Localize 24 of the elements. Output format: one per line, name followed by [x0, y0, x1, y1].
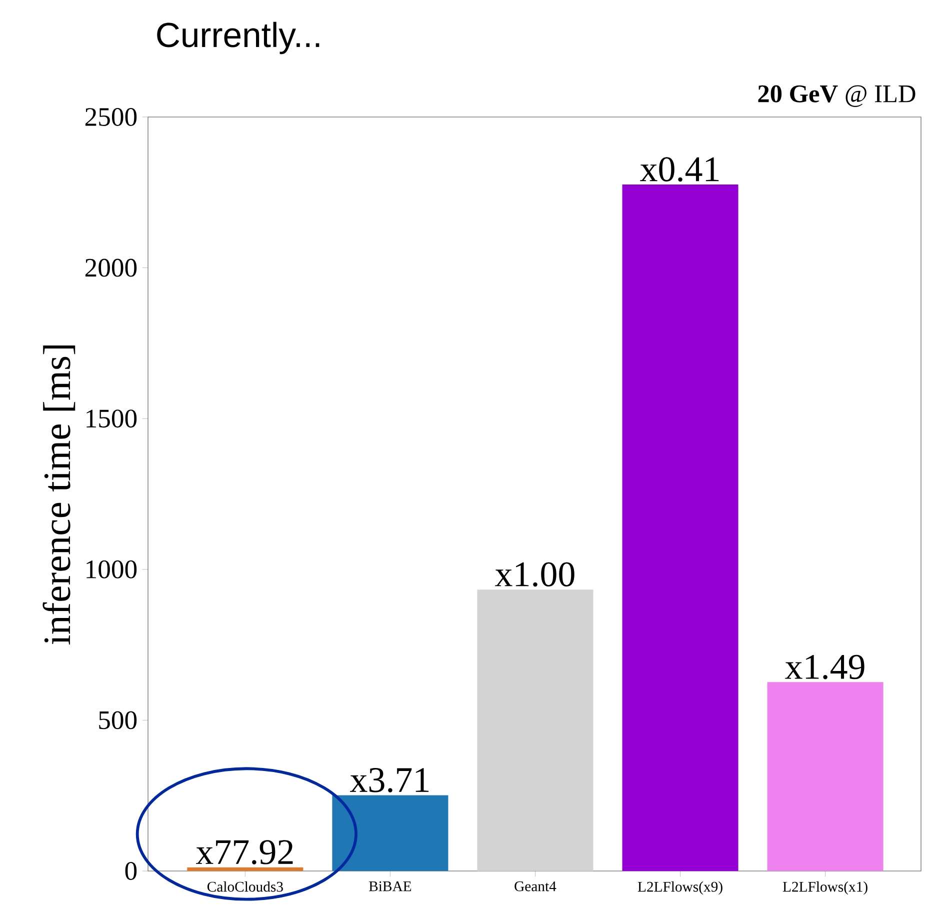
- x-tick-label: Geant4: [514, 881, 556, 892]
- bar: [622, 184, 738, 871]
- text: Currently...: [157, 22, 320, 54]
- x-tick-label: L2LFlows(x1): [782, 881, 868, 895]
- bar: [332, 795, 448, 871]
- data-label: x3.71: [350, 768, 429, 792]
- bar: [477, 590, 594, 871]
- x-tick-label: BiBAE: [369, 881, 412, 892]
- y-axis-title: inference time [ms]: [42, 345, 76, 645]
- data-label: x77.92: [196, 840, 293, 864]
- chart-title: 20 GeV @ ILD: [758, 85, 916, 107]
- bar: [767, 682, 884, 871]
- y-tick-label: 1500: [86, 410, 137, 428]
- data-label: x1.49: [785, 654, 864, 680]
- y-tick-label: 500: [99, 711, 137, 730]
- data-label: x0.41: [640, 157, 719, 182]
- y-tick-label: 0: [125, 862, 137, 880]
- bar: [187, 867, 304, 871]
- data-label: x1.00: [495, 562, 574, 587]
- y-tick-label: 2000: [85, 258, 137, 277]
- y-tick-label: 1000: [86, 560, 137, 578]
- x-tick-label: L2LFlows(x9): [638, 881, 722, 895]
- x-tick-label: CaloClouds3: [207, 881, 283, 892]
- y-tick-label: 2500: [85, 108, 137, 126]
